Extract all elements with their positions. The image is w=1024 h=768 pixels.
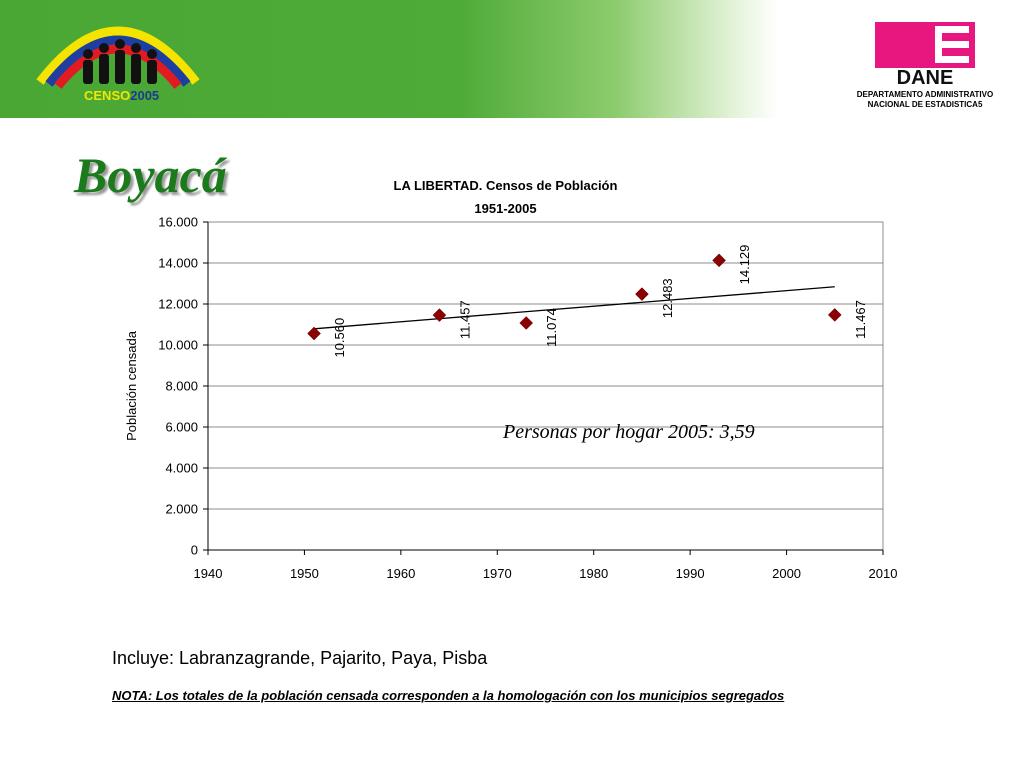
censo-logo-text: CENSO2005 <box>84 88 160 103</box>
chart-gridlines <box>208 262 883 510</box>
data-point <box>827 308 842 322</box>
data-point <box>635 287 649 301</box>
x-tick-label: 1970 <box>483 566 512 581</box>
data-point <box>307 326 321 341</box>
x-tick-label: 1980 <box>579 566 608 581</box>
dane-caption-line1: DEPARTAMENTO ADMINISTRATIVO <box>856 90 994 99</box>
y-tick-label: 10.000 <box>158 338 198 353</box>
x-tick-label: 1940 <box>194 566 223 581</box>
data-points <box>307 253 842 341</box>
trend-line <box>314 286 835 330</box>
censo-logo-icon <box>36 26 200 89</box>
dane-caption: DEPARTAMENTO ADMINISTRATIVO NACIONAL DE … <box>840 90 1010 110</box>
y-tick-label: 2.000 <box>165 502 198 517</box>
y-tick-label: 12.000 <box>158 297 198 312</box>
y-tick-label: 4.000 <box>165 461 198 476</box>
header-banner: CENSO2005 DANE DEPARTAMENTO ADMINISTRATI… <box>0 0 1024 118</box>
dane-caption-line2: NACIONAL DE ESTADISTICA5 <box>867 100 983 109</box>
data-point <box>519 316 534 330</box>
x-tick-label: 2000 <box>772 566 801 581</box>
y-tick-label: 14.000 <box>158 256 198 271</box>
footnote: NOTA: Los totales de la población censad… <box>112 688 785 703</box>
x-tick-labels: 1940 1950 1960 1970 1980 1990 2000 2010 <box>194 566 898 581</box>
data-point <box>432 308 447 322</box>
data-label: 12.483 <box>660 278 675 318</box>
y-tick-label: 0 <box>191 543 198 558</box>
region-title: Boyacá <box>74 147 227 203</box>
y-tick-label: 6.000 <box>165 420 198 435</box>
data-label: 11.457 <box>457 300 472 339</box>
y-tick-label: 8.000 <box>165 379 198 394</box>
x-tick-label: 2010 <box>869 566 898 581</box>
y-tick-label: 16.000 <box>158 215 198 230</box>
chart-title: LA LIBERTAD. Censos de Población <box>394 178 618 193</box>
population-chart: LA LIBERTAD. Censos de Población 1951-20… <box>124 178 898 581</box>
x-tick-label: 1960 <box>386 566 415 581</box>
households-annotation: Personas por hogar 2005: 3,59 <box>502 421 755 443</box>
includes-note: Incluye: Labranzagrande, Pajarito, Paya,… <box>112 648 488 668</box>
x-tick-label: 1990 <box>676 566 705 581</box>
y-tick-labels: 0 2.000 4.000 6.000 8.000 10.000 12.000 14.000 1… <box>158 215 198 558</box>
data-label: 14.129 <box>737 245 752 285</box>
data-label: 11.467 <box>853 300 868 339</box>
dane-logo-text: DANE <box>897 67 954 86</box>
data-point <box>712 253 726 268</box>
data-label: 10.560 <box>332 318 347 358</box>
data-label: 11.074 <box>544 308 559 347</box>
y-axis-label: Población censada <box>124 330 139 441</box>
data-labels: 10.560 11.457 11.074 12.483 14.129 11.467 <box>332 245 868 358</box>
dane-logo-icon: DANE <box>875 22 975 86</box>
x-tick-label: 1950 <box>290 566 319 581</box>
chart-subtitle: 1951-2005 <box>474 201 536 216</box>
chart-axes <box>203 221 884 555</box>
